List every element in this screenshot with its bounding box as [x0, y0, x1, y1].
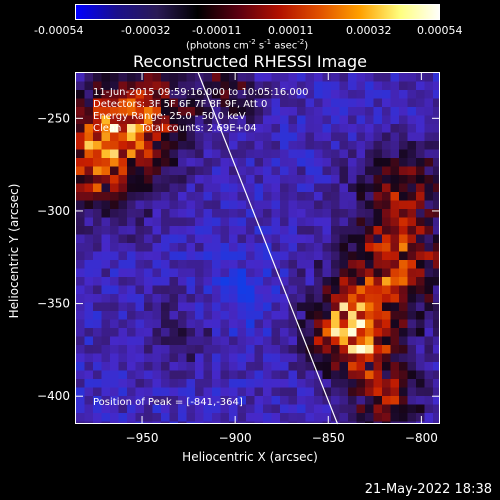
annotation-detectors: Detectors: 3F 5F 6F 7F 8F 9F, Att 0: [93, 99, 268, 110]
y-tick-label: −350: [37, 297, 70, 311]
peak-position-label: Position of Peak = [-841,-364]: [93, 397, 243, 408]
chart-title: Reconstructed RHESSI Image: [133, 52, 367, 71]
x-tick-label: −950: [126, 431, 159, 445]
annotation-counts: Clean Total counts: 2.69E+04: [93, 123, 257, 134]
x-tick-label: −850: [312, 431, 345, 445]
colorbar-tick-3: 0.00011: [268, 24, 314, 37]
y-tick-label: −400: [37, 389, 70, 403]
colorbar-tick-5: 0.00054: [417, 24, 463, 37]
annotation-energy: Energy Range: 25.0 - 50.0 keV: [93, 111, 246, 122]
colorbar: [75, 4, 440, 20]
y-tick-label: −300: [37, 204, 70, 218]
colorbar-ticks: -0.00054 -0.00032 -0.00011 0.00011 0.000…: [0, 24, 500, 38]
colorbar-tick-1: -0.00032: [121, 24, 171, 37]
colorbar-gradient: [76, 5, 439, 19]
y-axis-label: Heliocentric Y (arcsec): [7, 183, 21, 319]
timestamp: 21-May-2022 18:38: [364, 482, 492, 497]
x-tick-label: −800: [405, 431, 438, 445]
colorbar-units: (photons cm-2 s-1 asec-2): [186, 38, 309, 52]
colorbar-tick-0: -0.00054: [34, 24, 84, 37]
x-tick-label: −900: [219, 431, 252, 445]
y-tick-label: −250: [37, 111, 70, 125]
colorbar-tick-2: -0.00011: [192, 24, 242, 37]
annotation-time-range: 11-Jun-2015 09:59:16.000 to 10:05:16.000: [93, 87, 309, 98]
colorbar-tick-4: 0.00032: [346, 24, 392, 37]
x-axis-label: Heliocentric X (arcsec): [182, 450, 318, 464]
